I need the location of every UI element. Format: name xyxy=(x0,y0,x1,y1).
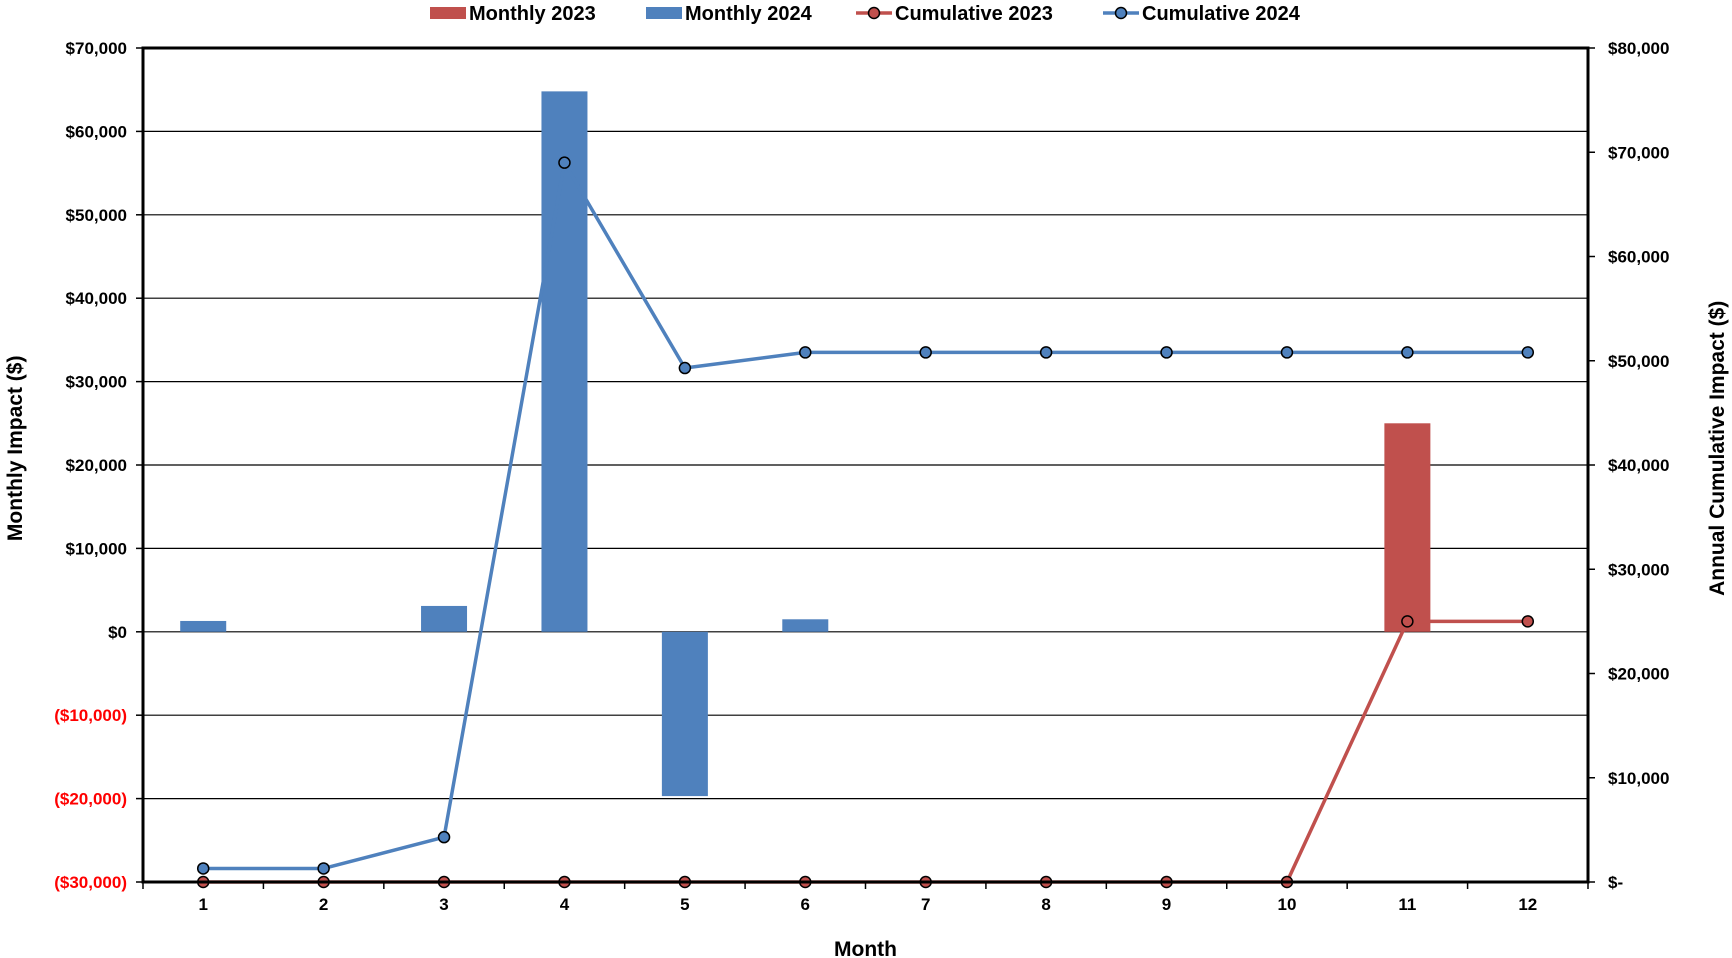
right-tick-label: $80,000 xyxy=(1608,39,1669,58)
left-tick-label: $40,000 xyxy=(66,289,127,308)
point-cumulative-2024 xyxy=(558,156,571,169)
legend-marker xyxy=(1114,6,1128,20)
point-cumulative-2024 xyxy=(317,862,330,875)
point-cumulative-2024 xyxy=(1401,346,1414,359)
x-tick-label: 2 xyxy=(319,895,328,914)
bar-monthly-2024 xyxy=(782,619,829,632)
point-cumulative-2024 xyxy=(196,862,210,875)
left-axis-ticks: $70,000 $60,000 $50,000 $40,000 $30,000 $20,0… xyxy=(54,39,143,892)
point-cumulative-2024 xyxy=(1160,346,1173,359)
right-axis-ticks: $80,000 $70,000 $60,000 $50,000 $40,000 $30,0… xyxy=(1588,39,1669,892)
legend-swatch xyxy=(646,7,682,19)
y2-axis-title: Annual Cumulative Impact ($) xyxy=(1706,301,1729,596)
line-cumulative-2024 xyxy=(203,160,1528,871)
left-tick-label: ($10,000) xyxy=(54,706,127,725)
point-cumulative-2024 xyxy=(1521,346,1535,359)
lines xyxy=(196,156,1535,889)
left-tick-label: $70,000 xyxy=(66,39,127,58)
x-tick-label: 3 xyxy=(439,895,448,914)
right-tick-label: $20,000 xyxy=(1608,665,1669,684)
bar-monthly-2024 xyxy=(541,91,588,632)
bar-monthly-2024 xyxy=(421,605,468,632)
point-cumulative-2024 xyxy=(799,346,812,359)
bars xyxy=(180,91,1431,797)
x-tick-label: 11 xyxy=(1398,895,1416,914)
point-cumulative-2024 xyxy=(437,830,451,844)
x-tick-label: 10 xyxy=(1277,895,1296,914)
bar-monthly-2024 xyxy=(180,620,227,632)
x-tick-label: 12 xyxy=(1518,895,1537,914)
right-tick-label: $- xyxy=(1608,873,1623,892)
x-tick-label: 5 xyxy=(680,895,689,914)
bar-monthly-2023 xyxy=(1384,423,1431,632)
legend-label: Cumulative 2023 xyxy=(895,3,1053,25)
left-tick-label: ($30,000) xyxy=(54,873,127,892)
left-tick-label: $60,000 xyxy=(66,122,127,141)
left-tick-label: $0 xyxy=(108,623,127,642)
x-tick-label: 8 xyxy=(1041,895,1050,914)
legend-marker xyxy=(867,6,881,20)
x-tick-label: 9 xyxy=(1162,895,1171,914)
right-tick-label: $60,000 xyxy=(1608,248,1669,267)
right-tick-label: $30,000 xyxy=(1608,560,1669,579)
line-cumulative-2023 xyxy=(203,619,1528,884)
x-tick-label: 1 xyxy=(198,895,207,914)
x-tick-label: 4 xyxy=(560,895,570,914)
left-tick-label: $30,000 xyxy=(66,373,127,392)
left-tick-label: $20,000 xyxy=(66,456,127,475)
right-tick-label: $10,000 xyxy=(1608,769,1669,788)
x-tick-label: 7 xyxy=(921,895,930,914)
y-axis-title: Monthly Impact ($) xyxy=(4,356,27,542)
right-tick-label: $40,000 xyxy=(1608,456,1669,475)
legend-label: Monthly 2023 xyxy=(469,3,596,25)
legend-swatch xyxy=(430,7,466,19)
x-axis-title: Month xyxy=(834,938,897,958)
bar-monthly-2024 xyxy=(661,631,708,797)
x-tick-label: 6 xyxy=(801,895,810,914)
point-cumulative-2023 xyxy=(1401,615,1414,628)
right-tick-label: $70,000 xyxy=(1608,143,1669,162)
point-cumulative-2024 xyxy=(919,346,932,359)
left-tick-label: $50,000 xyxy=(66,206,127,225)
legend-label: Cumulative 2024 xyxy=(1142,3,1301,25)
left-tick-label: $10,000 xyxy=(66,539,127,558)
gridlines xyxy=(143,47,1588,883)
x-axis-ticks: 1 2 3 4 5 6 7 8 9 10 11 12 xyxy=(142,882,1589,914)
legend-label: Monthly 2024 xyxy=(685,3,813,25)
legend: Monthly 2023 Monthly 2024 Cumulative 2023 C… xyxy=(430,3,1301,25)
point-cumulative-2024 xyxy=(1280,346,1294,359)
point-cumulative-2024 xyxy=(678,361,692,375)
left-tick-label: ($20,000) xyxy=(54,790,127,809)
point-cumulative-2023 xyxy=(1521,615,1535,628)
right-tick-label: $50,000 xyxy=(1608,352,1669,371)
point-cumulative-2024 xyxy=(1039,346,1053,359)
